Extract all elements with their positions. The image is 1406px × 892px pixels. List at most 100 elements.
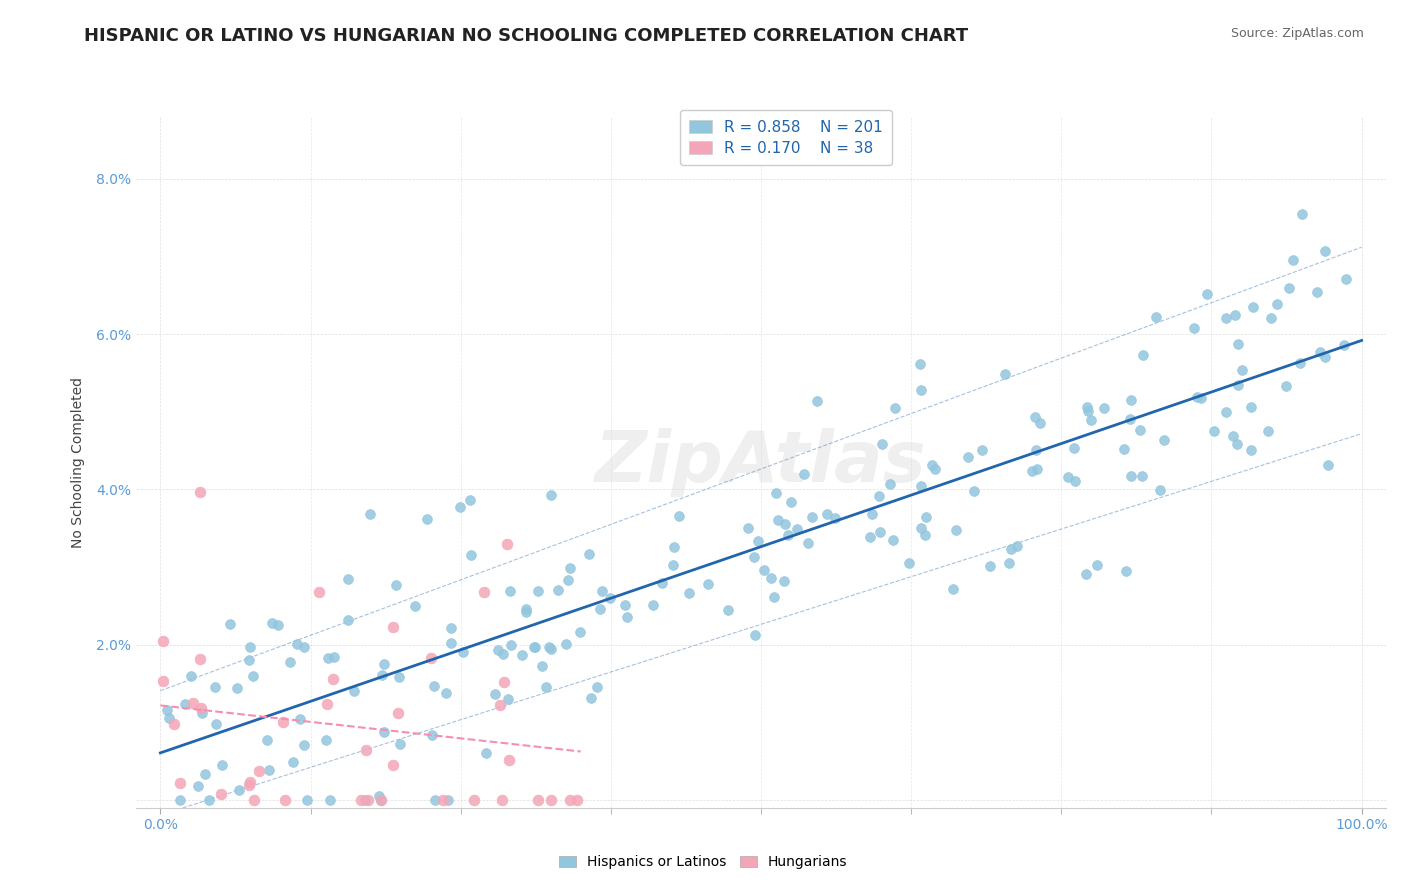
Point — [779, 494, 801, 508]
Point — [786, 523, 808, 537]
Point — [994, 368, 1017, 382]
Point — [1215, 310, 1237, 325]
Point — [219, 616, 242, 631]
Point — [762, 591, 785, 605]
Point — [225, 681, 247, 695]
Point — [860, 507, 883, 521]
Point — [425, 793, 447, 807]
Point — [806, 393, 828, 408]
Point — [238, 778, 260, 792]
Point — [1225, 308, 1247, 322]
Point — [972, 442, 994, 457]
Point — [449, 500, 471, 515]
Point — [373, 725, 395, 739]
Point — [1305, 285, 1327, 299]
Point — [1260, 311, 1282, 326]
Point — [1130, 469, 1153, 483]
Point — [547, 582, 569, 597]
Point — [416, 512, 439, 526]
Point — [868, 489, 890, 503]
Point — [343, 683, 366, 698]
Point — [662, 558, 685, 573]
Point — [384, 578, 406, 592]
Point — [1132, 348, 1154, 362]
Point — [387, 706, 409, 720]
Point — [257, 763, 280, 777]
Point — [942, 582, 965, 597]
Point — [274, 793, 297, 807]
Point — [1333, 338, 1355, 352]
Point — [491, 793, 513, 807]
Point — [523, 640, 546, 654]
Point — [1063, 441, 1085, 455]
Point — [924, 462, 946, 476]
Point — [527, 584, 550, 599]
Point — [204, 681, 226, 695]
Point — [498, 692, 520, 706]
Point — [238, 653, 260, 667]
Point — [292, 640, 315, 654]
Point — [801, 510, 824, 524]
Point — [475, 746, 498, 760]
Point — [1092, 401, 1115, 415]
Point — [579, 690, 602, 705]
Point — [527, 793, 550, 807]
Point — [498, 753, 520, 767]
Point — [463, 793, 485, 807]
Point — [540, 642, 562, 657]
Point — [599, 591, 621, 605]
Point — [211, 758, 233, 772]
Point — [174, 697, 197, 711]
Point — [423, 679, 446, 693]
Point — [1282, 253, 1305, 268]
Point — [1278, 281, 1301, 295]
Point — [956, 450, 979, 465]
Point — [152, 673, 174, 688]
Point — [451, 645, 474, 659]
Point — [754, 563, 776, 577]
Y-axis label: No Schooling Completed: No Schooling Completed — [72, 376, 86, 548]
Point — [262, 616, 284, 631]
Point — [295, 793, 318, 807]
Point — [370, 793, 392, 807]
Point — [586, 681, 609, 695]
Point — [1119, 469, 1142, 483]
Point — [555, 638, 578, 652]
Point — [557, 573, 579, 587]
Point — [1076, 400, 1098, 414]
Point — [565, 793, 588, 807]
Point — [156, 702, 179, 716]
Point — [761, 571, 783, 585]
Point — [239, 775, 262, 789]
Point — [437, 793, 460, 807]
Point — [1289, 356, 1312, 370]
Point — [1315, 350, 1337, 364]
Point — [434, 686, 457, 700]
Point — [998, 556, 1021, 570]
Point — [357, 793, 380, 807]
Point — [613, 599, 636, 613]
Point — [367, 789, 389, 804]
Point — [492, 674, 515, 689]
Point — [491, 648, 513, 662]
Point — [778, 528, 800, 542]
Point — [281, 756, 304, 770]
Point — [1077, 404, 1099, 418]
Point — [921, 458, 943, 472]
Point — [1153, 433, 1175, 447]
Point — [420, 651, 443, 665]
Point — [239, 640, 262, 654]
Point — [515, 602, 537, 616]
Point — [288, 713, 311, 727]
Point — [568, 624, 591, 639]
Point — [285, 637, 308, 651]
Point — [744, 628, 766, 642]
Point — [1076, 566, 1098, 581]
Point — [1241, 300, 1264, 314]
Point — [1189, 391, 1212, 405]
Point — [651, 576, 673, 591]
Point — [180, 668, 202, 682]
Point — [242, 793, 264, 807]
Point — [979, 559, 1001, 574]
Point — [228, 782, 250, 797]
